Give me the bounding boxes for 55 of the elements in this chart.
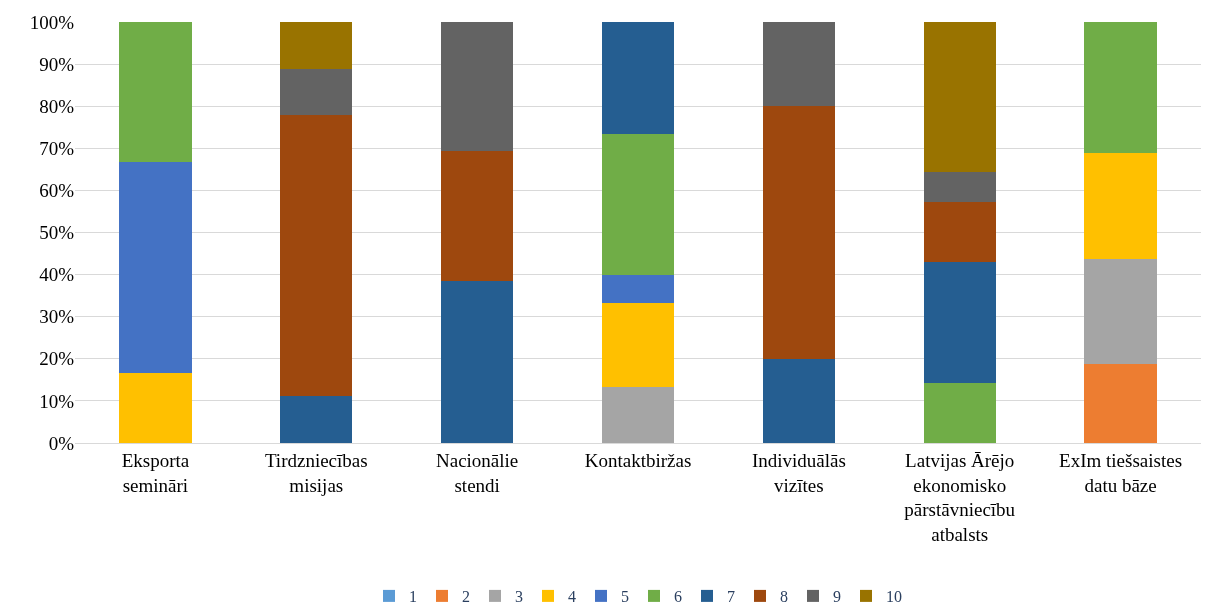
y-tick-label: 10% [39,390,75,412]
legend-label: 5 [621,588,629,606]
bar [280,68,353,116]
legend-label: 2 [462,588,470,606]
bar [280,115,353,397]
y-tick-label: 30% [39,306,75,328]
bar [440,280,514,443]
bar [1084,22,1157,154]
x-tick-label: Tirdzniecības misijas [264,449,368,496]
bar [762,358,836,443]
bar [1084,153,1157,259]
bar [119,162,192,373]
bar [119,372,192,443]
x-tick-label: Eksporta semināri [121,449,190,496]
legend-label: 6 [674,588,682,606]
x-tick-label: Nacionālie stendi [435,449,519,496]
bar [923,172,996,203]
bar [601,302,675,388]
x-tick-label: Kontaktbiržas [584,449,692,471]
legend-label: 7 [727,588,735,606]
y-tick-label: 90% [39,53,75,75]
bar [601,274,675,303]
x-tick-label: ExIm tiešsaistes datu bāze [1059,449,1183,496]
bar [440,22,514,152]
bar [923,262,996,383]
x-tick-label: Individuālās vizītes [751,449,846,496]
legend-label: 1 [409,588,417,606]
bar [280,22,353,69]
bar [601,22,675,135]
legend-label: 3 [515,588,523,606]
bar [119,22,192,163]
x-tick-label: Latvijas Ārējo ekonomisko pārstāvniecību atbalsts [904,449,1016,545]
bar [762,106,836,359]
legend-label: 10 [886,588,902,606]
bar [762,22,836,107]
bar [601,387,675,443]
bar [280,396,353,443]
y-tick-label: 60% [39,180,75,202]
bar [1084,258,1157,364]
bar [601,134,675,275]
legend-label: 8 [780,588,788,606]
bar [440,151,514,281]
bar [923,382,996,443]
bar [923,202,996,263]
y-tick-label: 40% [39,264,75,286]
y-tick-label: 70% [39,137,75,159]
y-tick-label: 20% [39,348,75,370]
y-tick-label: 100% [29,11,75,33]
legend-label: 9 [833,588,841,606]
y-tick-label: 0% [48,432,75,454]
y-tick-label: 50% [39,222,75,244]
bar [1084,363,1157,443]
y-tick-label: 80% [39,95,75,117]
legend-label: 4 [568,588,576,606]
bar [923,22,996,173]
